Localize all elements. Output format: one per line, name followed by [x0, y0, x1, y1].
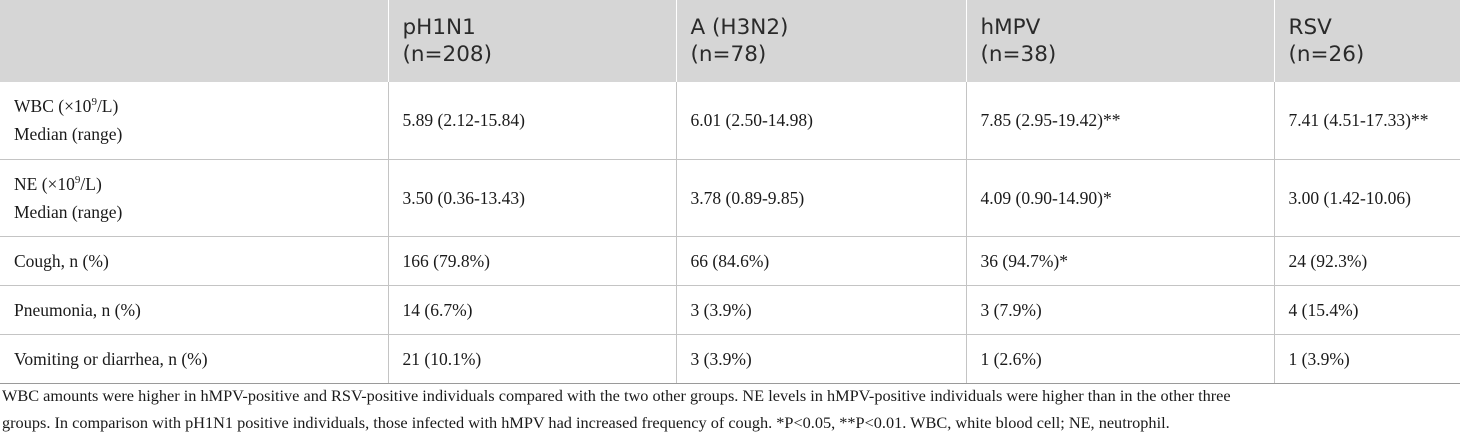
table-row-vomiting: Vomiting or diarrhea, n (%) 21 (10.1%) 3…	[0, 334, 1460, 384]
table-cell: 7.85 (2.95-19.42)**	[965, 82, 1274, 160]
table-cell: 24 (92.3%)	[1273, 236, 1460, 286]
table-cell: 5.89 (2.12-15.84)	[387, 82, 676, 160]
row-label: Cough, n (%)	[0, 236, 388, 286]
row-label-prefix: NE (×10	[14, 173, 75, 194]
table-cell: 66 (84.6%)	[675, 236, 966, 286]
header-cell-hmpv: hMPV (n=38)	[965, 0, 1274, 82]
table-cell: 3.00 (1.42-10.06)	[1273, 159, 1460, 237]
table-row-cough: Cough, n (%) 166 (79.8%) 66 (84.6%) 36 (…	[0, 236, 1460, 286]
table-cell: 1 (2.6%)	[965, 334, 1274, 384]
table-cell: 1 (3.9%)	[1273, 334, 1460, 384]
row-label-superscript: 9	[91, 96, 97, 109]
header-cell-empty	[0, 0, 388, 82]
row-label: Vomiting or diarrhea, n (%)	[0, 334, 388, 384]
header-count: (n=78)	[690, 42, 767, 67]
row-label-unit: /L)	[96, 96, 119, 117]
row-label-prefix: WBC (×10	[14, 96, 92, 117]
row-label-subtitle: Median (range)	[14, 201, 123, 222]
header-name: pH1N1	[402, 15, 476, 40]
footnote-line: groups. In comparison with pH1N1 positiv…	[2, 413, 1170, 432]
table-row-wbc: WBC (×109/L) Median (range) 5.89 (2.12-15…	[0, 82, 1460, 160]
row-label-subtitle: Median (range)	[14, 124, 123, 145]
row-label-unit: /L)	[80, 173, 102, 194]
header-cell-h3n2: A (H3N2) (n=78)	[675, 0, 966, 82]
table-cell: 4 (15.4%)	[1273, 285, 1460, 335]
header-name: hMPV	[980, 15, 1041, 40]
table-cell: 3 (3.9%)	[675, 334, 966, 384]
table-cell: 3 (3.9%)	[675, 285, 966, 335]
header-count: (n=38)	[980, 42, 1057, 67]
table-cell: 4.09 (0.90-14.90)*	[965, 159, 1274, 237]
header-name: A (H3N2)	[690, 15, 789, 40]
table-cell: 166 (79.8%)	[387, 236, 676, 286]
header-count: (n=208)	[402, 42, 492, 67]
header-name: RSV	[1288, 15, 1332, 40]
table-cell: 14 (6.7%)	[387, 285, 676, 335]
table-cell: 7.41 (4.51-17.33)**	[1273, 82, 1460, 160]
row-label: WBC (×109/L) Median (range)	[0, 82, 388, 160]
footnote-line: WBC amounts were higher in hMPV-positive…	[2, 386, 1231, 405]
header-row: pH1N1 (n=208) A (H3N2) (n=78) hMPV (n=38) R…	[0, 0, 1460, 82]
table-cell: 3.50 (0.36-13.43)	[387, 159, 676, 237]
header-cell-rsv: RSV (n=26)	[1273, 0, 1460, 82]
header-count: (n=26)	[1288, 42, 1365, 67]
table-row-pneumonia: Pneumonia, n (%) 14 (6.7%) 3 (3.9%) 3 (7…	[0, 285, 1460, 335]
table-cell: 3 (7.9%)	[965, 285, 1274, 335]
table-cell: 3.78 (0.89-9.85)	[675, 159, 966, 237]
table-row-ne: NE (×109/L) Median (range) 3.50 (0.36-13.…	[0, 159, 1460, 237]
table-footnote: WBC amounts were higher in hMPV-positive…	[2, 382, 1460, 436]
table-cell: 36 (94.7%)*	[965, 236, 1274, 286]
row-label: Pneumonia, n (%)	[0, 285, 388, 335]
table-cell: 6.01 (2.50-14.98)	[675, 82, 966, 160]
table-cell: 21 (10.1%)	[387, 334, 676, 384]
data-table: pH1N1 (n=208) A (H3N2) (n=78) hMPV (n=38) R…	[0, 0, 1460, 384]
row-label: NE (×109/L) Median (range)	[0, 159, 388, 237]
row-label-superscript: 9	[74, 173, 81, 186]
header-cell-ph1n1: pH1N1 (n=208)	[387, 0, 676, 82]
